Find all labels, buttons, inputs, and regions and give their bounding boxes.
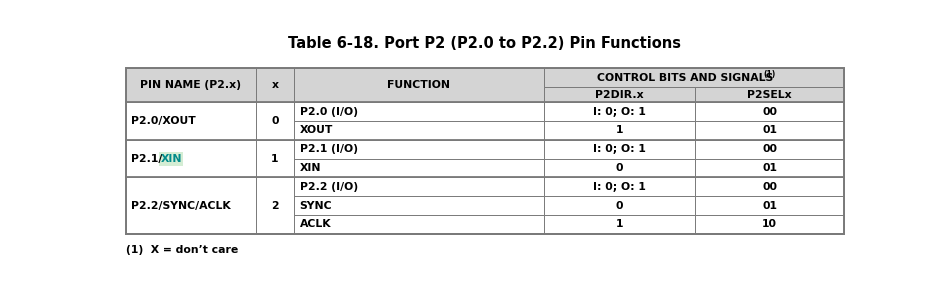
Bar <box>544 121 695 140</box>
Bar <box>293 215 544 234</box>
Bar <box>126 102 256 121</box>
Bar <box>126 215 256 234</box>
Bar <box>695 102 844 121</box>
Text: P2.0 (I/O): P2.0 (I/O) <box>300 106 358 117</box>
Text: I: 0; O: 1: I: 0; O: 1 <box>593 106 646 117</box>
Text: 10: 10 <box>762 219 778 229</box>
Bar <box>126 177 256 234</box>
Bar <box>544 102 695 121</box>
Text: XIN: XIN <box>300 163 321 173</box>
Bar <box>256 140 293 158</box>
Bar <box>695 87 844 102</box>
Bar <box>256 140 293 177</box>
Bar <box>126 121 256 140</box>
Bar <box>293 68 544 102</box>
Text: I: 0; O: 1: I: 0; O: 1 <box>593 182 646 192</box>
Text: (1)  X = don’t care: (1) X = don’t care <box>126 245 237 255</box>
Bar <box>126 140 256 177</box>
Bar <box>256 196 293 215</box>
Bar <box>256 102 293 140</box>
Text: 0: 0 <box>616 163 623 173</box>
Text: CONTROL BITS AND SIGNALS: CONTROL BITS AND SIGNALS <box>597 73 773 83</box>
Bar <box>256 177 293 196</box>
Text: P2.2 (I/O): P2.2 (I/O) <box>300 182 358 192</box>
Bar <box>256 102 293 121</box>
Text: 00: 00 <box>762 144 778 154</box>
Text: 01: 01 <box>762 125 778 135</box>
Text: 00: 00 <box>762 182 778 192</box>
Text: P2.2/SYNC/ACLK: P2.2/SYNC/ACLK <box>131 201 231 210</box>
Bar <box>126 68 256 102</box>
Bar <box>544 158 695 177</box>
Text: 1: 1 <box>616 125 623 135</box>
Bar <box>695 177 844 196</box>
Text: (1): (1) <box>763 70 776 79</box>
Text: 00: 00 <box>762 106 778 117</box>
Bar <box>695 121 844 140</box>
Text: 01: 01 <box>762 163 778 173</box>
Text: P2DIR.x: P2DIR.x <box>595 90 644 100</box>
Text: P2.0/XOUT: P2.0/XOUT <box>131 116 196 126</box>
Bar <box>293 121 544 140</box>
Text: ACLK: ACLK <box>300 219 331 229</box>
Bar <box>126 196 256 215</box>
Bar <box>544 68 844 87</box>
Text: 2: 2 <box>272 201 279 210</box>
Text: XOUT: XOUT <box>300 125 333 135</box>
Bar <box>544 196 695 215</box>
Bar <box>293 177 544 196</box>
Bar <box>695 215 844 234</box>
Text: Table 6-18. Port P2 (P2.0 to P2.2) Pin Functions: Table 6-18. Port P2 (P2.0 to P2.2) Pin F… <box>289 36 681 51</box>
Text: P2.1 (I/O): P2.1 (I/O) <box>300 144 358 154</box>
Text: 0: 0 <box>272 116 279 126</box>
Bar <box>126 140 256 158</box>
Bar <box>544 140 695 158</box>
Bar <box>293 102 544 121</box>
Bar <box>293 196 544 215</box>
Text: 1: 1 <box>272 154 279 164</box>
Bar <box>695 158 844 177</box>
Text: 01: 01 <box>762 201 778 210</box>
Bar <box>126 68 844 234</box>
Text: x: x <box>272 80 278 90</box>
Bar <box>126 177 256 196</box>
Bar <box>126 158 256 177</box>
Text: I: 0; O: 1: I: 0; O: 1 <box>593 144 646 154</box>
Bar <box>544 215 695 234</box>
Bar <box>293 140 544 158</box>
Bar <box>256 158 293 177</box>
Text: PIN NAME (P2.x): PIN NAME (P2.x) <box>140 80 241 90</box>
Bar <box>695 196 844 215</box>
Text: P2.1/: P2.1/ <box>131 154 162 164</box>
Text: FUNCTION: FUNCTION <box>387 80 450 90</box>
Text: 0: 0 <box>616 201 623 210</box>
Text: 1: 1 <box>616 219 623 229</box>
Text: XIN: XIN <box>161 154 183 164</box>
Bar <box>159 152 183 166</box>
Bar <box>544 177 695 196</box>
Bar <box>126 102 256 140</box>
Bar <box>256 215 293 234</box>
Text: SYNC: SYNC <box>300 201 332 210</box>
Bar <box>544 87 695 102</box>
Bar <box>256 68 293 102</box>
Bar <box>293 158 544 177</box>
Text: P2SELx: P2SELx <box>747 90 792 100</box>
Bar <box>256 177 293 234</box>
Bar <box>695 140 844 158</box>
Bar <box>256 121 293 140</box>
